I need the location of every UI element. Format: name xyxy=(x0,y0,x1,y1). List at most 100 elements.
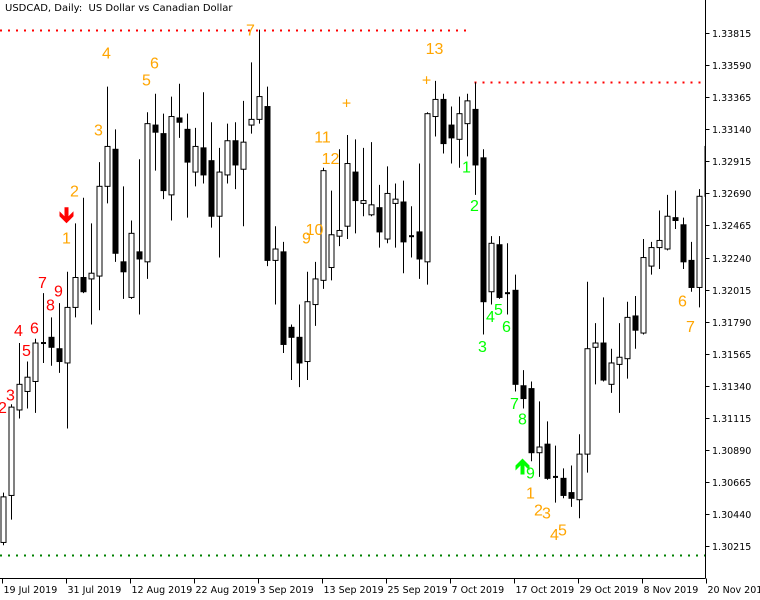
signal-count-label: 6 xyxy=(678,293,687,310)
candle-body-bull xyxy=(320,170,327,281)
candle xyxy=(320,167,327,289)
candle-body-bear xyxy=(352,171,359,202)
candle xyxy=(280,241,287,353)
price-tick-label: 1.33815 xyxy=(712,29,751,40)
signal-count-label: 7 xyxy=(246,23,255,40)
candle xyxy=(584,281,591,473)
candle-body-bull xyxy=(224,140,231,176)
candle xyxy=(440,93,447,154)
candle xyxy=(296,304,303,388)
candle xyxy=(568,465,575,507)
signal-count-label: 4 xyxy=(486,309,495,326)
price-tick-label: 1.33140 xyxy=(712,125,751,136)
candle xyxy=(640,239,647,335)
candle xyxy=(656,210,663,269)
signal-count-label: + xyxy=(342,95,351,112)
candle-body-bull xyxy=(104,145,111,187)
candle-body-bull xyxy=(648,247,655,267)
candle xyxy=(472,82,479,195)
candle xyxy=(520,370,527,409)
candle-body-bull xyxy=(360,200,367,204)
price-tick-label: 1.31790 xyxy=(712,318,751,329)
candle xyxy=(192,127,199,187)
candle-body-bull xyxy=(464,100,471,125)
time-tick-label: 12 Aug 2019 xyxy=(132,585,193,596)
signal-count-label: 6 xyxy=(502,319,511,336)
price-tick-label: 1.33590 xyxy=(712,61,751,72)
candle-body-bear xyxy=(632,315,639,331)
candle-body-bull xyxy=(64,306,71,364)
candle xyxy=(128,220,135,299)
candle-body-bear xyxy=(688,259,695,288)
signal-count-label: 5 xyxy=(558,523,567,540)
candle-body-bear xyxy=(560,477,567,496)
candle-body-bear xyxy=(176,117,183,123)
candle xyxy=(336,149,343,247)
candle-body-bull xyxy=(592,342,599,348)
candle-body-bull xyxy=(624,316,631,360)
candle xyxy=(248,62,255,134)
time-tick-label: 19 Jul 2019 xyxy=(4,585,58,596)
time-tick-label: 22 Aug 2019 xyxy=(196,585,257,596)
candle xyxy=(152,93,159,171)
candle-body-bull xyxy=(0,496,7,543)
sell-arrow-icon xyxy=(59,207,74,224)
price-tick-label: 1.31565 xyxy=(712,350,751,361)
candle xyxy=(64,271,71,429)
price-tick-label: 1.32465 xyxy=(712,221,751,232)
candle-body-bull xyxy=(248,118,255,126)
signal-count-label: 7 xyxy=(510,396,519,413)
candle-body-bull xyxy=(256,96,263,120)
candle xyxy=(576,434,583,519)
signal-count-label: 13 xyxy=(426,41,444,58)
price-tick-label: 1.30215 xyxy=(712,542,751,553)
signal-count-label: 6 xyxy=(30,320,39,337)
candle xyxy=(592,323,599,385)
price-tick-label: 1.32915 xyxy=(712,157,751,168)
price-tick-label: 1.30440 xyxy=(712,510,751,521)
signal-count-label: 5 xyxy=(494,302,503,319)
candle xyxy=(168,96,175,221)
candle xyxy=(456,96,463,168)
candle xyxy=(16,343,23,419)
signal-count-label: 8 xyxy=(46,298,55,315)
buy-arrow-icon xyxy=(515,458,530,475)
candle xyxy=(496,236,503,299)
candle-body-bull xyxy=(616,356,623,365)
candle xyxy=(376,184,383,248)
candle-body-bear xyxy=(80,276,87,293)
price-tick-label: 1.31340 xyxy=(712,382,751,393)
signal-count-label: 7 xyxy=(38,275,47,292)
candle-body-bear xyxy=(152,124,159,133)
candle xyxy=(112,129,119,262)
signal-count-label: 6 xyxy=(150,55,159,72)
candle xyxy=(560,468,567,499)
candle-body-bull xyxy=(536,446,543,454)
signal-count-label: 10 xyxy=(306,222,324,239)
candle-body-bull xyxy=(656,239,663,249)
candle-body-bull xyxy=(192,145,199,173)
candle xyxy=(0,492,7,546)
candle-body-bull xyxy=(392,198,399,204)
candle-body-bear xyxy=(200,147,207,176)
candle xyxy=(480,149,487,335)
candle-body-bull xyxy=(240,141,247,170)
candle xyxy=(505,243,510,315)
candle xyxy=(216,147,223,258)
candle xyxy=(48,317,55,366)
candle xyxy=(680,217,687,269)
candle xyxy=(400,180,407,274)
candle-body-bull xyxy=(584,348,591,455)
candle xyxy=(312,261,319,326)
candle-body-bear xyxy=(544,443,551,479)
signal-count-label: 3 xyxy=(542,506,551,523)
candle-body-bull xyxy=(336,229,343,237)
candle xyxy=(352,139,359,234)
time-tick-label: 7 Oct 2019 xyxy=(452,585,505,596)
signal-count-label: 9 xyxy=(54,283,63,300)
candle-body-bull xyxy=(664,215,671,250)
signal-count-label: 2 xyxy=(470,198,479,215)
candle xyxy=(488,236,495,305)
candle-body-bear xyxy=(48,336,55,348)
